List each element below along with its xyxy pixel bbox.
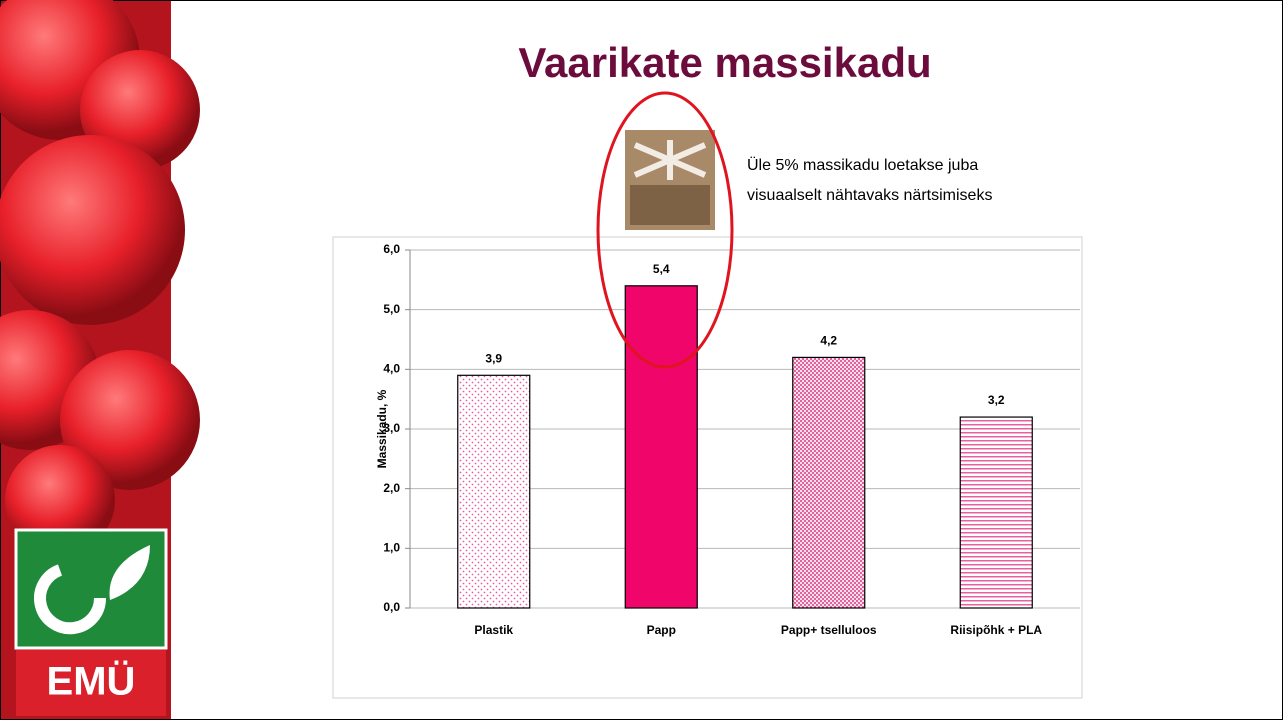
data-label: 4,2 xyxy=(820,334,837,348)
y-tick-label: 5,0 xyxy=(383,302,400,316)
chart-title: Vaarikate massikadu xyxy=(518,39,931,86)
bar xyxy=(959,416,1033,609)
bar xyxy=(624,285,698,609)
bar xyxy=(457,374,531,609)
x-tick-label: Papp xyxy=(647,623,676,637)
package-photo xyxy=(625,130,715,230)
y-tick-label: 1,0 xyxy=(383,541,400,555)
logo: EMÜ xyxy=(14,528,168,716)
y-tick-label: 4,0 xyxy=(383,362,400,376)
data-label: 5,4 xyxy=(653,262,670,276)
annotation: Üle 5% massikadu loetakse juba xyxy=(747,156,978,174)
y-axis-label: Massikadu, % xyxy=(375,389,389,468)
highlight-ellipse xyxy=(596,91,734,369)
x-tick-label: Papp+ tselluloos xyxy=(781,623,877,637)
x-tick-label: Riisipõhk + PLA xyxy=(950,623,1042,637)
logo-text: EMÜ xyxy=(47,659,136,704)
chart-frame xyxy=(332,236,1083,699)
annotation: visuaalselt nähtavaks närtsimiseks xyxy=(747,187,992,204)
bar xyxy=(792,356,866,609)
y-tick-label: 6,0 xyxy=(383,242,400,256)
x-tick-label: Plastik xyxy=(474,623,513,637)
y-tick-label: 2,0 xyxy=(383,481,400,495)
data-label: 3,9 xyxy=(485,351,502,365)
y-tick-label: 3,0 xyxy=(383,421,400,435)
y-tick-label: 0,0 xyxy=(383,600,400,614)
data-label: 3,2 xyxy=(988,393,1005,407)
